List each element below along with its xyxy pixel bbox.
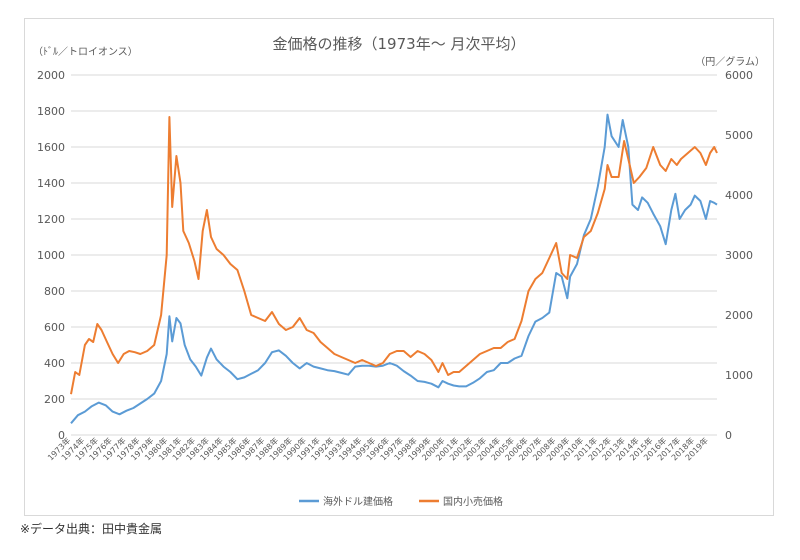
y-right-tick-label: 2000: [725, 309, 753, 322]
y-right-ticks: 0 1000 2000 3000 4000 5000 6000: [725, 69, 753, 442]
y-right-tick-label: 3000: [725, 249, 753, 262]
y-right-tick-label: 0: [725, 429, 732, 442]
series-line-jpy: [70, 116, 718, 395]
y-left-tick-label: 400: [44, 357, 65, 370]
y-left-tick-label: 0: [58, 429, 65, 442]
y-left-tick-label: 1200: [37, 213, 65, 226]
y-left-tick-label: 1800: [37, 105, 65, 118]
chart-svg: 金価格の推移（1973年～ 月次平均） （ﾄﾞﾙ／トロイオンス） （円／グラム）…: [33, 35, 765, 508]
y-left-unit: （ﾄﾞﾙ／トロイオンス）: [33, 46, 138, 58]
legend-label-usd: 海外ドル建価格: [323, 495, 393, 508]
legend: 海外ドル建価格 国内小売価格: [299, 495, 503, 508]
y-left-tick-label: 1600: [37, 141, 65, 154]
legend-label-jpy: 国内小売価格: [443, 495, 503, 508]
y-right-tick-label: 1000: [725, 369, 753, 382]
y-right-tick-label: 5000: [725, 129, 753, 142]
y-left-tick-label: 1400: [37, 177, 65, 190]
chart-title: 金価格の推移（1973年～ 月次平均）: [273, 35, 526, 53]
chart-frame: 金価格の推移（1973年～ 月次平均） （ﾄﾞﾙ／トロイオンス） （円／グラム）…: [24, 18, 774, 516]
y-left-tick-label: 1000: [37, 249, 65, 262]
y-right-tick-label: 6000: [725, 69, 753, 82]
source-note: ※データ出典：田中貴金属: [20, 522, 163, 536]
y-left-tick-label: 600: [44, 321, 65, 334]
y-left-tick-label: 800: [44, 285, 65, 298]
y-left-tick-label: 200: [44, 393, 65, 406]
series-layer: [70, 113, 718, 424]
y-right-unit: （円／グラム）: [695, 55, 765, 68]
x-tick-labels: 1973年1974年1975年1976年1977年1978年1979年1980年…: [45, 435, 710, 462]
y-left-ticks: 0 200 400 600 800 1000 1200 1400 1600 1800 2000: [37, 69, 65, 442]
grid-layer: [71, 74, 717, 436]
y-left-tick-label: 2000: [37, 69, 65, 82]
y-right-tick-label: 4000: [725, 189, 753, 202]
